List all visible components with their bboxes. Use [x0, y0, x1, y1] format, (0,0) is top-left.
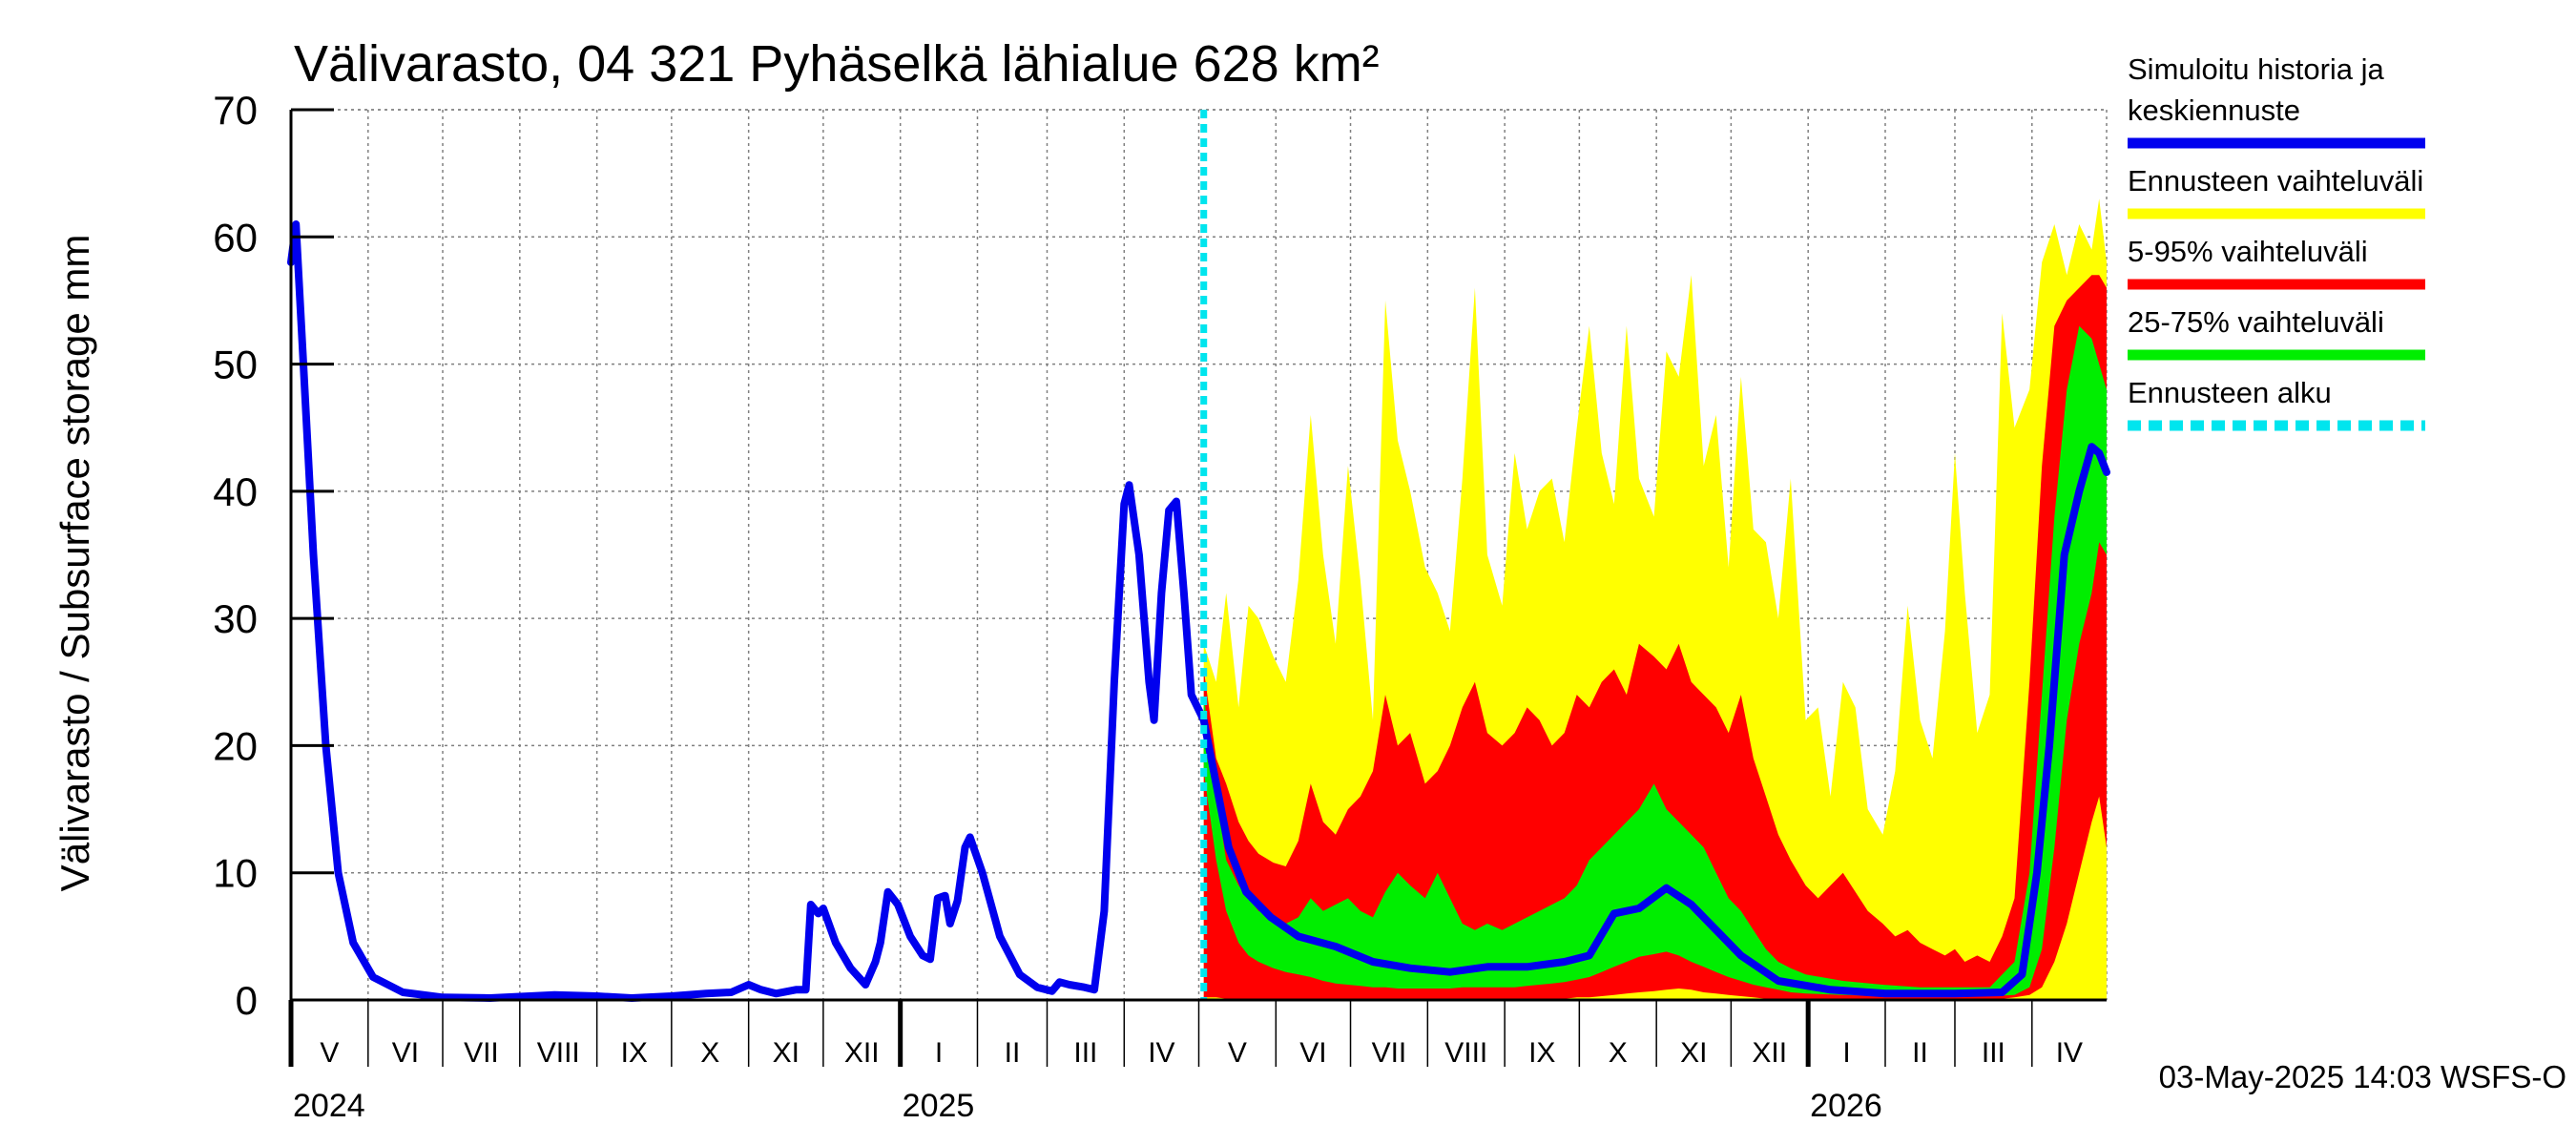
month-label: I	[935, 1037, 943, 1069]
month-label: IX	[1528, 1037, 1555, 1069]
footer-timestamp: 03-May-2025 14:03 WSFS-O	[2159, 1059, 2566, 1094]
month-label: III	[1073, 1037, 1097, 1069]
legend-label: 5-95% vaihteluväli	[2128, 235, 2368, 268]
y-tick-label: 30	[213, 596, 258, 641]
year-label: 2024	[293, 1088, 365, 1124]
month-label: V	[1228, 1037, 1247, 1069]
month-label: XI	[773, 1037, 800, 1069]
month-label: IV	[2056, 1037, 2083, 1069]
month-label: II	[1005, 1037, 1021, 1069]
month-label: V	[320, 1037, 339, 1069]
series-lines	[287, 110, 2110, 1002]
band-5-95-vaihteluv-li	[1203, 275, 2107, 999]
y-tick-label: 20	[213, 723, 258, 768]
month-label: X	[700, 1037, 719, 1069]
y-tick-label: 40	[213, 469, 258, 514]
month-label: VI	[392, 1037, 419, 1069]
legend-label: Ennusteen vaihteluväli	[2128, 164, 2423, 198]
month-label: IX	[621, 1037, 648, 1069]
y-tick-label: 0	[236, 978, 258, 1023]
forecast-bands	[1203, 198, 2107, 1001]
month-label: XII	[1752, 1037, 1787, 1069]
y-axis-label: Välivarasto / Subsurface storage mm	[52, 235, 97, 892]
month-label: III	[1982, 1037, 2005, 1069]
legend-label: Ennusteen alku	[2128, 376, 2332, 409]
y-tick-label: 50	[213, 343, 258, 387]
series-line-mean	[287, 220, 2110, 1002]
month-label: VII	[1372, 1037, 1407, 1069]
month-label: XII	[844, 1037, 880, 1069]
legend-label: Simuloitu historia ja	[2128, 52, 2385, 86]
month-label: XI	[1680, 1037, 1707, 1069]
month-label: II	[1912, 1037, 1928, 1069]
month-label: VI	[1299, 1037, 1326, 1069]
month-label: VIII	[1444, 1037, 1487, 1069]
month-label: X	[1609, 1037, 1628, 1069]
chart-title: Välivarasto, 04 321 Pyhäselkä lähialue 6…	[294, 35, 1380, 93]
y-tick-label: 10	[213, 851, 258, 896]
legend-label: 25-75% vaihteluväli	[2128, 305, 2384, 339]
y-tick-label: 70	[213, 88, 258, 133]
month-label: VII	[464, 1037, 499, 1069]
month-label: I	[1842, 1037, 1850, 1069]
year-label: 2026	[1810, 1088, 1882, 1124]
legend-label: keskiennuste	[2128, 94, 2300, 127]
month-label: IV	[1148, 1037, 1174, 1069]
legend: Simuloitu historia ja keskiennuste Ennuste…	[2128, 52, 2425, 431]
year-label: 2025	[903, 1088, 975, 1124]
y-tick-label: 60	[213, 215, 258, 260]
month-label: VIII	[537, 1037, 580, 1069]
